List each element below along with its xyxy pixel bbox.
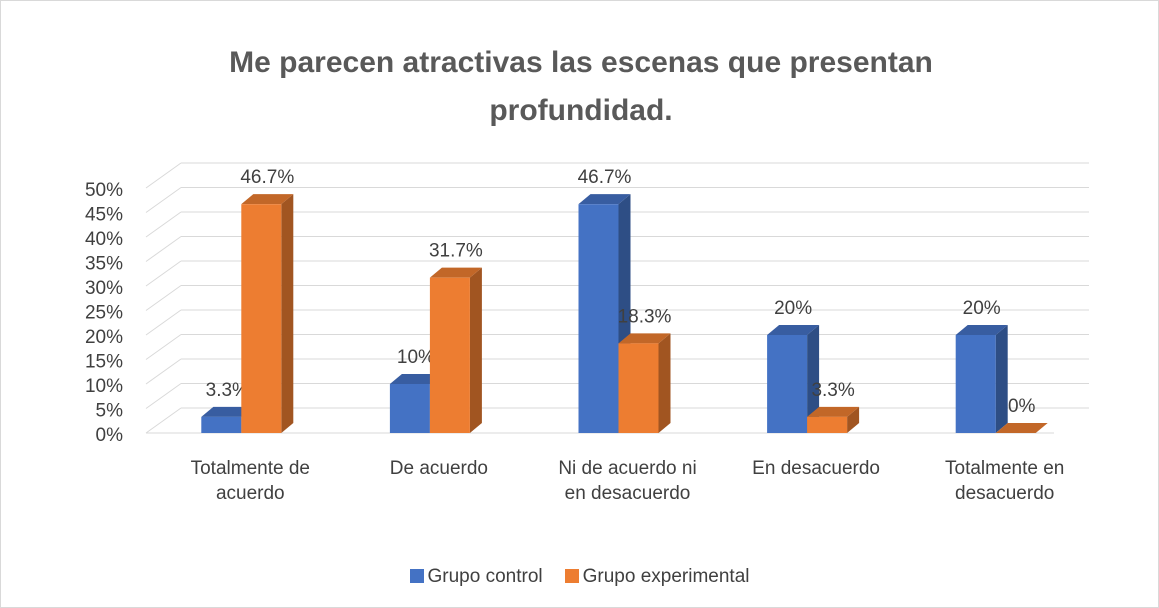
bar-side <box>281 194 294 433</box>
value-label: 18.3% <box>618 306 672 327</box>
bar <box>955 335 996 433</box>
value-label: 3.3% <box>811 380 854 401</box>
legend: Grupo control Grupo experimental <box>1 566 1158 588</box>
bar-top <box>955 325 1008 335</box>
y-tick-label: 40% <box>85 229 123 250</box>
bar-top <box>995 423 1048 433</box>
bar <box>767 335 808 433</box>
bar <box>807 416 848 433</box>
bar <box>429 277 470 433</box>
legend-label: Grupo experimental <box>582 566 750 587</box>
x-tick-label: De acuerdo <box>389 458 488 479</box>
legend-item: Grupo control <box>409 566 543 588</box>
grid-line <box>145 285 182 311</box>
legend-swatch <box>409 569 424 583</box>
x-tick-label: En desacuerdo <box>752 458 880 479</box>
y-tick-label: 10% <box>85 376 123 397</box>
grid-line <box>145 407 182 434</box>
value-label: 10% <box>397 347 435 368</box>
bar-side <box>995 325 1008 433</box>
y-tick-label: 30% <box>85 278 123 299</box>
y-tick-label: 15% <box>85 352 123 373</box>
grid-line <box>145 383 182 409</box>
y-tick-label: 5% <box>96 401 124 422</box>
grid-line <box>145 162 182 189</box>
y-tick-label: 0% <box>96 425 124 446</box>
value-label: 46.7% <box>578 167 632 188</box>
legend-swatch <box>564 569 579 583</box>
bar-top <box>389 374 442 384</box>
grid-line <box>145 187 182 213</box>
bar-side <box>847 406 860 433</box>
bar-top <box>618 333 671 344</box>
value-label: 20% <box>774 298 812 319</box>
bar-top <box>241 194 294 205</box>
value-label: 31.7% <box>429 241 483 262</box>
grid-line <box>145 334 182 360</box>
bar-side <box>469 267 482 433</box>
bar-side <box>807 325 820 433</box>
grid-line <box>145 358 182 385</box>
value-label: 3.3% <box>206 380 249 401</box>
value-label: 46.7% <box>240 167 294 188</box>
y-tick-label: 25% <box>85 303 123 324</box>
bar <box>241 204 282 433</box>
value-label: 0% <box>1008 396 1036 417</box>
bar-top <box>807 406 860 417</box>
bar-top <box>429 267 482 278</box>
y-tick-label: 45% <box>85 205 123 226</box>
y-tick-label: 20% <box>85 327 123 348</box>
chart-title: Me parecen atractivas las escenas que pr… <box>229 46 933 127</box>
legend-item: Grupo experimental <box>564 566 750 588</box>
bar <box>578 204 619 433</box>
grid-line <box>145 236 182 262</box>
bar-top <box>578 194 631 205</box>
bar <box>201 416 242 433</box>
grid-line <box>145 260 182 287</box>
legend-label: Grupo control <box>427 566 543 587</box>
value-label: 20% <box>963 298 1001 319</box>
x-tick-label: Ni de acuerdo ni en desacuerdo <box>558 458 697 504</box>
x-tick-label: Totalmente en desacuerdo <box>945 458 1065 504</box>
bar-side <box>658 333 671 433</box>
x-tick-label: Totalmente de acuerdo <box>190 458 310 504</box>
y-tick-label: 50% <box>85 180 123 201</box>
bar <box>618 343 659 433</box>
bar-top <box>767 325 820 335</box>
bar-top <box>201 406 254 417</box>
grid-line <box>145 309 182 336</box>
grid-line <box>145 211 182 238</box>
y-tick-label: 35% <box>85 254 123 275</box>
bar <box>389 384 430 433</box>
